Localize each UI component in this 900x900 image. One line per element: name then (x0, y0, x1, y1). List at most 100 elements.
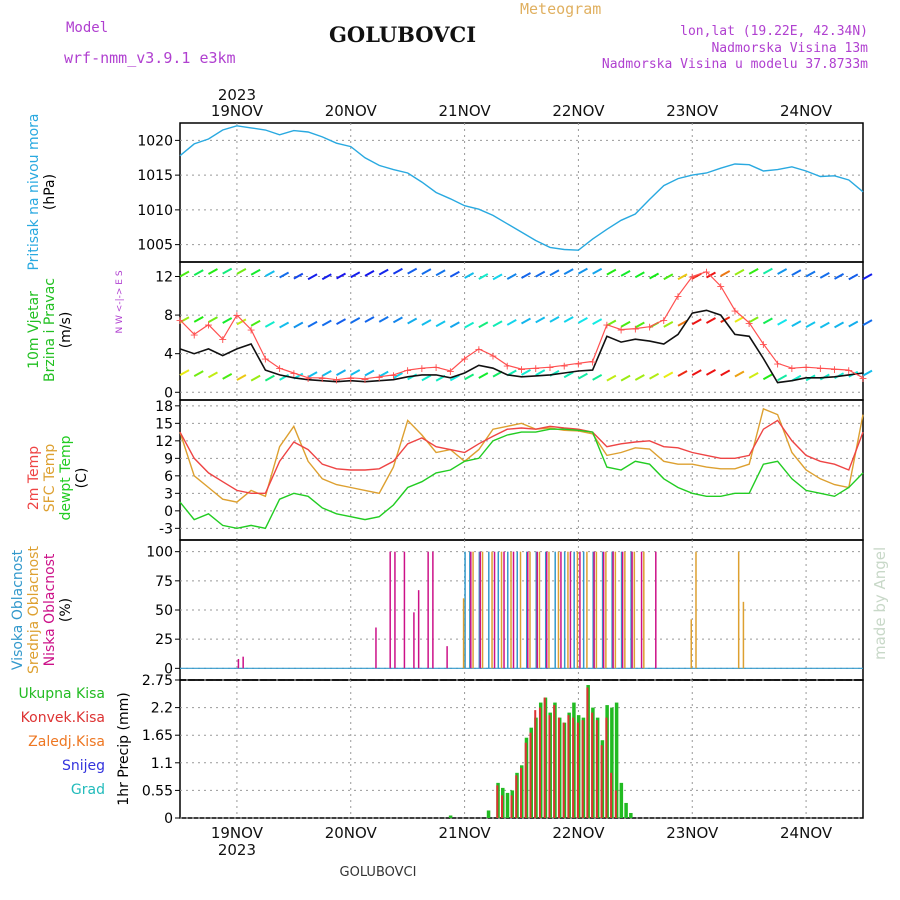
gust-marker: + (303, 372, 312, 385)
gust-marker: + (616, 324, 625, 337)
wind-barb (392, 316, 403, 324)
wind-barb (407, 317, 418, 325)
wind-barb (606, 268, 617, 276)
wind-barb (762, 317, 773, 325)
wind-barb (364, 369, 375, 377)
wind-barb (592, 318, 603, 326)
wind-barb (179, 270, 190, 278)
gust-marker: + (190, 328, 199, 341)
wind-barb (563, 371, 574, 379)
gust-marker: + (801, 361, 810, 374)
date-label-top: 21NOV (439, 102, 492, 120)
wind-compass: N W <-|-> E S (115, 270, 125, 333)
date-label-top: 23NOV (666, 102, 719, 120)
gust-marker: + (787, 362, 796, 375)
gust-marker: + (773, 357, 782, 370)
clouds-ylabel-3: (%) (58, 598, 74, 622)
gust-marker: + (730, 304, 739, 317)
wind-barb (535, 316, 546, 324)
temp2m-line (179, 419, 864, 494)
precip-total-bar (629, 812, 633, 818)
wind-barb (250, 268, 261, 276)
wind-barb (663, 321, 674, 328)
wind-barb (350, 271, 361, 279)
clouds-tick-label: 75 (155, 574, 173, 590)
wind-barb (805, 270, 816, 278)
wind-barb (193, 269, 204, 276)
wind-barb (535, 270, 546, 278)
date-label-bottom: 23NOV (666, 824, 719, 842)
gust-marker: + (289, 367, 298, 380)
precip-conv-bar (538, 707, 541, 818)
precip-tick-label: 1.65 (142, 728, 173, 744)
gust-marker: + (204, 319, 213, 332)
gust-marker: + (517, 363, 526, 376)
wind-gust-line (179, 271, 864, 381)
wind-barb (264, 374, 275, 382)
wind-barb (549, 269, 560, 277)
pressure-tick-label: 1015 (137, 168, 173, 184)
wind-ylabel-0: 10m Vjetar (26, 291, 42, 369)
clouds-tick-label: 50 (155, 603, 173, 619)
gust-marker: + (816, 362, 825, 375)
dewpt-line (179, 428, 864, 530)
wind-barb (592, 373, 603, 381)
gust-marker: + (318, 372, 327, 385)
wind-barb (179, 369, 190, 377)
date-label-bottom: 24NOV (780, 824, 833, 842)
gust-marker: + (645, 321, 654, 334)
temp-ylabel-1: SFC Temp (42, 444, 58, 513)
gust-marker: + (446, 365, 455, 378)
date-label-top: 24NOV (780, 102, 833, 120)
precip-total-bar (619, 782, 624, 818)
pressure-frame (179, 122, 864, 263)
wind-barb (762, 267, 773, 275)
wind-barb (236, 267, 247, 275)
gust-marker: + (844, 364, 853, 377)
clouds-ylabel-0: Visoka Oblacnost (10, 549, 26, 670)
gust-marker: + (588, 355, 597, 368)
precip-total-bar (624, 802, 628, 818)
wind-barb (791, 269, 802, 276)
model-name: wrf-nmm_v3.9.1 e3km (64, 49, 236, 67)
gust-marker: + (218, 333, 227, 346)
wind-barb (634, 374, 645, 381)
wind-barb (535, 369, 546, 376)
wind-barb (720, 270, 731, 277)
wind-ylabel-2: (m/s) (58, 312, 74, 349)
gust-marker: + (247, 324, 256, 337)
year-label-top: 2023 (218, 86, 256, 104)
wind-barb (421, 319, 432, 326)
precip-conv-bar (581, 720, 584, 818)
wind-barb (862, 273, 873, 280)
precip-conv-bar (591, 712, 594, 818)
temp-ylabel-3: (C) (74, 468, 90, 489)
wind-barb (464, 321, 475, 329)
clouds-ylabel-1: Srednja Oblacnost (26, 546, 42, 674)
wind-barb (449, 374, 460, 382)
precip-conv-bar (510, 795, 513, 818)
wind-barb (336, 272, 347, 280)
wind-barb (563, 268, 574, 276)
wind-barb (264, 321, 275, 328)
precip-legend-1: Konvek.Kisa (21, 710, 105, 726)
precip-conv-bar (600, 745, 603, 818)
wind-barb (777, 318, 788, 326)
gust-marker: + (460, 353, 469, 366)
gust-marker: + (488, 350, 497, 363)
temp-tick-label: 18 (155, 399, 173, 415)
wind-barb (321, 370, 332, 377)
precip-tick-label: 2.75 (142, 673, 173, 689)
date-label-bottom: 19NOV (211, 824, 264, 842)
precip-total-bar (486, 810, 491, 818)
wind-barb (691, 369, 702, 377)
gust-marker: + (389, 369, 398, 382)
wind-barb (506, 319, 517, 326)
wind-barb (649, 372, 660, 380)
wind-barb (748, 267, 759, 275)
precip-tick-label: 0 (164, 811, 173, 827)
gust-marker: + (503, 359, 512, 372)
wind-barb (663, 371, 674, 379)
precip-legend-3: Snijeg (62, 758, 105, 774)
wind-barb (193, 370, 204, 377)
